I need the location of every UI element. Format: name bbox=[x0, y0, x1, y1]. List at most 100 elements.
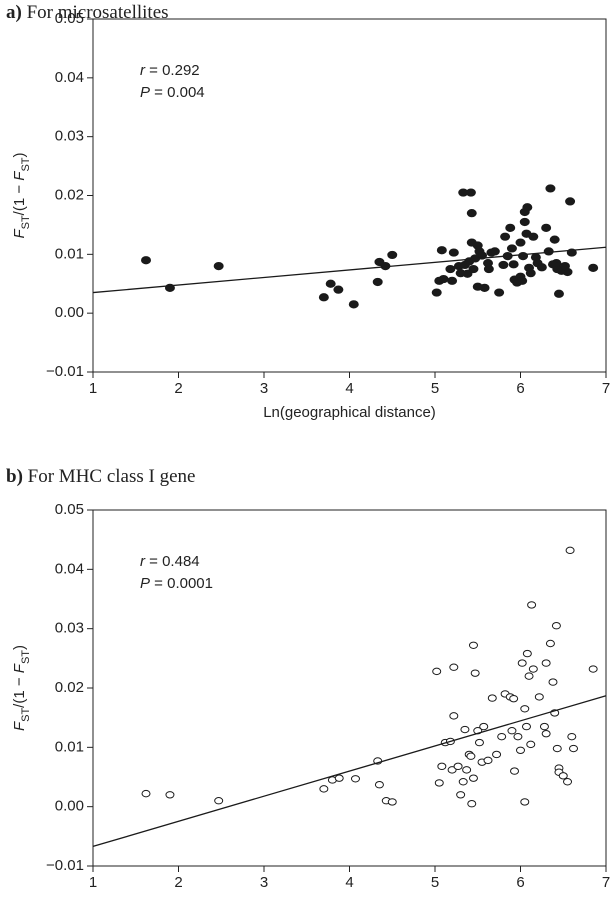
data-point bbox=[547, 260, 558, 269]
data-point bbox=[468, 774, 478, 782]
data-point bbox=[536, 263, 547, 272]
data-point bbox=[565, 546, 575, 555]
data-point bbox=[509, 694, 519, 703]
stat-annotation: P = 0.004 bbox=[140, 84, 205, 101]
data-point bbox=[521, 722, 531, 731]
data-point bbox=[492, 750, 502, 759]
data-point bbox=[526, 740, 536, 749]
y-axis-label: FST/(1 − FST) bbox=[11, 645, 32, 731]
data-point bbox=[438, 274, 449, 284]
y-tick-label: 0.04 bbox=[55, 69, 84, 86]
data-point bbox=[434, 779, 444, 787]
data-point bbox=[468, 264, 479, 274]
data-point bbox=[466, 752, 476, 760]
data-point bbox=[553, 289, 564, 298]
data-point bbox=[527, 601, 537, 609]
data-point bbox=[534, 693, 544, 701]
data-point bbox=[524, 672, 534, 680]
x-tick-label: 4 bbox=[345, 380, 353, 397]
data-point bbox=[507, 727, 517, 735]
data-point bbox=[515, 238, 526, 247]
data-point bbox=[350, 775, 360, 783]
data-point bbox=[348, 300, 359, 309]
data-point bbox=[563, 778, 573, 786]
data-point bbox=[558, 772, 568, 780]
data-point bbox=[489, 247, 500, 256]
data-point bbox=[318, 293, 329, 302]
data-point bbox=[569, 744, 579, 753]
data-point bbox=[214, 797, 224, 805]
x-axis-label: Ln(geographical distance) bbox=[263, 404, 436, 421]
data-point bbox=[458, 778, 468, 786]
y-tick-label: 0.05 bbox=[55, 10, 84, 27]
data-point bbox=[513, 732, 523, 741]
data-point bbox=[165, 791, 175, 799]
data-point bbox=[437, 762, 447, 771]
data-point bbox=[567, 732, 577, 741]
y-tick-label: 0.00 bbox=[55, 304, 84, 321]
stat-annotation: r = 0.292 bbox=[140, 62, 200, 79]
data-point bbox=[462, 766, 472, 774]
panel-title: b) For MHC class I gene bbox=[6, 466, 195, 487]
data-point bbox=[520, 705, 530, 713]
data-point bbox=[456, 791, 466, 799]
data-point bbox=[432, 667, 442, 676]
data-point bbox=[325, 279, 336, 288]
data-point bbox=[487, 694, 497, 702]
data-point bbox=[588, 665, 598, 673]
data-point bbox=[334, 774, 344, 782]
data-point bbox=[465, 188, 476, 197]
x-tick-label: 1 bbox=[89, 874, 97, 891]
data-point bbox=[539, 722, 549, 731]
data-point bbox=[479, 722, 489, 731]
data-point bbox=[431, 288, 442, 297]
x-tick-label: 5 bbox=[431, 874, 439, 891]
data-point bbox=[519, 217, 530, 227]
data-point bbox=[518, 251, 529, 261]
data-point bbox=[477, 251, 488, 260]
data-point bbox=[551, 622, 561, 630]
data-point bbox=[510, 767, 520, 775]
data-point bbox=[548, 678, 558, 686]
trend-line bbox=[92, 695, 607, 848]
data-point bbox=[541, 729, 551, 738]
data-point bbox=[562, 267, 573, 277]
x-tick-label: 1 bbox=[89, 380, 97, 397]
data-point bbox=[528, 232, 539, 241]
data-point bbox=[447, 276, 458, 285]
data-point bbox=[387, 250, 398, 260]
data-point bbox=[449, 663, 459, 671]
x-tick-label: 5 bbox=[431, 380, 439, 397]
data-point bbox=[141, 789, 151, 798]
x-tick-label: 2 bbox=[174, 380, 182, 397]
data-point bbox=[522, 649, 532, 658]
data-point bbox=[505, 223, 516, 232]
data-point bbox=[494, 288, 505, 297]
y-tick-label: 0.03 bbox=[55, 620, 84, 637]
y-tick-label: 0.03 bbox=[55, 128, 84, 145]
data-point bbox=[460, 725, 470, 734]
data-point bbox=[141, 256, 152, 265]
x-tick-label: 7 bbox=[602, 874, 610, 891]
x-tick-label: 3 bbox=[260, 874, 268, 891]
panel-title: a) For microsatellites bbox=[6, 2, 169, 23]
data-point bbox=[470, 669, 480, 677]
data-point bbox=[387, 798, 397, 806]
trend-line bbox=[92, 246, 607, 294]
stat-annotation: P = 0.0001 bbox=[140, 575, 213, 592]
data-point bbox=[333, 285, 344, 294]
data-point bbox=[466, 209, 477, 218]
x-tick-label: 2 bbox=[174, 874, 182, 891]
data-point bbox=[467, 800, 477, 808]
x-tick-label: 6 bbox=[516, 380, 524, 397]
data-point bbox=[500, 232, 511, 241]
data-point bbox=[522, 203, 533, 212]
data-point bbox=[545, 184, 556, 193]
data-point bbox=[552, 744, 562, 753]
data-point bbox=[565, 197, 576, 206]
data-point bbox=[449, 712, 459, 720]
x-axis-label: Ln(geographical distance) bbox=[263, 898, 436, 900]
data-point bbox=[453, 762, 463, 771]
x-tick-label: 7 bbox=[602, 380, 610, 397]
